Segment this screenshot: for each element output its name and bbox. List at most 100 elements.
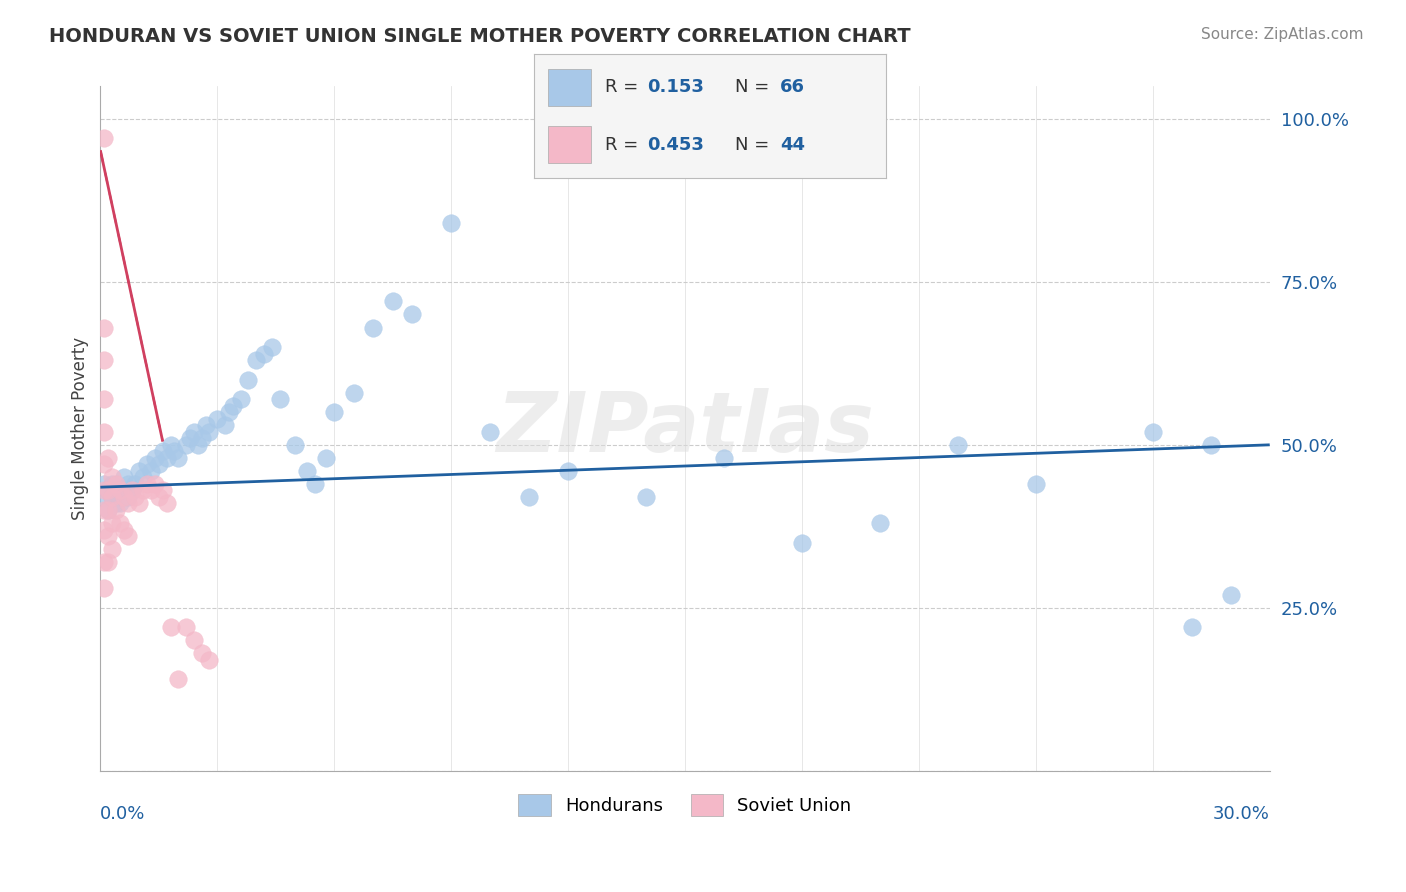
Point [101, 542, 124, 557]
Point [152, 444, 174, 458]
FancyBboxPatch shape [548, 69, 591, 106]
Point [190, 431, 212, 445]
Point [93, 392, 115, 407]
Point [790, 535, 813, 549]
Text: Source: ZipAtlas.com: Source: ZipAtlas.com [1201, 27, 1364, 42]
Point [229, 392, 252, 407]
Point [557, 464, 579, 478]
Point [634, 490, 657, 504]
Point [517, 490, 540, 504]
Point [104, 483, 127, 498]
Legend: Hondurans, Soviet Union: Hondurans, Soviet Union [512, 787, 859, 823]
Point [167, 450, 190, 465]
Point [163, 444, 186, 458]
Point [139, 464, 162, 478]
Point [93, 458, 115, 472]
Point [128, 464, 150, 478]
Point [198, 653, 221, 667]
Point [315, 450, 337, 465]
Point [343, 385, 366, 400]
FancyBboxPatch shape [548, 126, 591, 163]
Point [269, 392, 291, 407]
Point [143, 450, 166, 465]
Point [93, 353, 115, 368]
Point [156, 496, 179, 510]
Point [104, 503, 127, 517]
Point [152, 483, 174, 498]
Point [93, 477, 115, 491]
Point [132, 483, 155, 498]
Point [381, 294, 404, 309]
Point [479, 425, 502, 439]
Point [101, 470, 124, 484]
Point [238, 373, 260, 387]
Text: N =: N = [734, 78, 769, 96]
Text: 30.0%: 30.0% [1213, 805, 1270, 823]
Point [198, 425, 221, 439]
Point [124, 490, 146, 504]
Point [440, 216, 463, 230]
Point [1199, 438, 1222, 452]
Point [174, 438, 197, 452]
Point [295, 464, 318, 478]
Point [112, 490, 135, 504]
Point [323, 405, 346, 419]
Point [108, 483, 131, 498]
Point [284, 438, 307, 452]
Point [97, 503, 120, 517]
Point [101, 516, 124, 530]
Text: 0.0%: 0.0% [100, 805, 146, 823]
Point [93, 131, 115, 145]
Point [101, 490, 124, 504]
Point [93, 555, 115, 569]
Point [117, 477, 139, 491]
Point [93, 483, 115, 498]
Point [167, 673, 190, 687]
Point [1142, 425, 1164, 439]
Point [112, 470, 135, 484]
Point [207, 411, 229, 425]
Point [946, 438, 969, 452]
Point [97, 483, 120, 498]
Y-axis label: Single Mother Poverty: Single Mother Poverty [72, 337, 89, 520]
Point [121, 483, 143, 498]
Point [159, 438, 181, 452]
Point [93, 523, 115, 537]
Text: ZIPatlas: ZIPatlas [496, 388, 875, 469]
Point [108, 496, 131, 510]
Point [93, 320, 115, 334]
Point [97, 483, 120, 498]
Point [108, 483, 131, 498]
Point [104, 496, 127, 510]
Point [136, 477, 159, 491]
Point [245, 353, 267, 368]
Point [148, 458, 170, 472]
Point [222, 399, 245, 413]
Point [117, 529, 139, 543]
Point [117, 496, 139, 510]
Point [159, 620, 181, 634]
Text: 44: 44 [780, 136, 806, 153]
Point [218, 405, 240, 419]
Point [260, 340, 283, 354]
Point [124, 477, 146, 491]
Point [93, 503, 115, 517]
Text: R =: R = [605, 78, 638, 96]
Point [194, 418, 217, 433]
Text: HONDURAN VS SOVIET UNION SINGLE MOTHER POVERTY CORRELATION CHART: HONDURAN VS SOVIET UNION SINGLE MOTHER P… [49, 27, 911, 45]
Point [183, 633, 205, 648]
Point [93, 425, 115, 439]
Point [214, 418, 236, 433]
Point [97, 450, 120, 465]
Point [97, 529, 120, 543]
Point [190, 646, 212, 660]
Point [253, 346, 276, 360]
Text: 0.453: 0.453 [647, 136, 703, 153]
Point [112, 523, 135, 537]
Point [139, 483, 162, 498]
Point [183, 425, 205, 439]
Text: R =: R = [605, 136, 638, 153]
Point [148, 490, 170, 504]
Point [108, 516, 131, 530]
Point [869, 516, 891, 530]
